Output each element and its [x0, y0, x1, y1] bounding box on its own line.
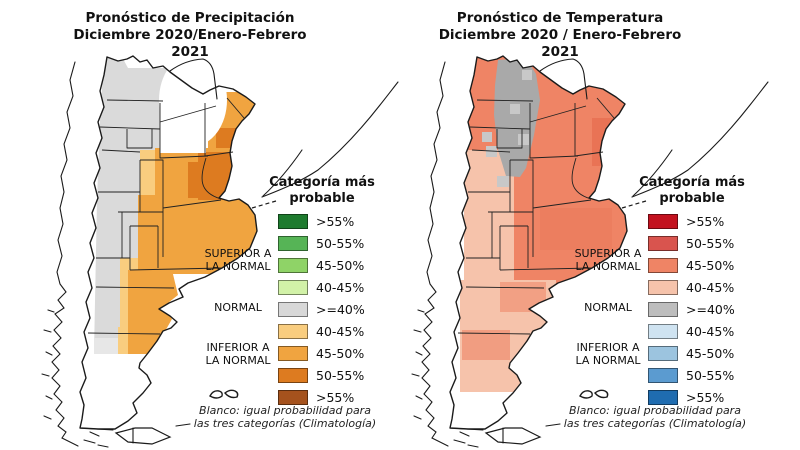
- legend-label: 45-50%: [686, 345, 735, 361]
- zone-below-50-55: [216, 128, 240, 148]
- legend-label: >55%: [686, 213, 725, 229]
- legend-swatch: [648, 323, 678, 339]
- temperature-title: Pronóstico de Temperatura Diciembre 2020…: [438, 10, 682, 60]
- legend-label: >=40%: [316, 301, 365, 317]
- legend-swatch: [278, 279, 308, 295]
- category-label-below: INFERIOR A LA NORMAL: [575, 341, 641, 367]
- zone-below-45-50-coast: [128, 270, 178, 354]
- legend-entry: 40-45%: [648, 276, 778, 298]
- legend-swatch: [648, 257, 678, 273]
- temperature-legend-header: Categoría más probable: [639, 175, 745, 206]
- legend-entry: 40-45%: [278, 320, 408, 342]
- legend-label: >55%: [316, 389, 355, 405]
- legend-entry: 50-55%: [648, 364, 778, 386]
- legend-swatch: [278, 345, 308, 361]
- legend-swatch: [648, 301, 678, 317]
- legend-label: >55%: [316, 213, 355, 229]
- legend-swatch: [278, 213, 308, 229]
- category-label-above: SUPERIOR A LA NORMAL: [204, 247, 272, 273]
- legend-swatch: [278, 301, 308, 317]
- legend-swatch: [278, 235, 308, 251]
- zone-normal-northwest: [494, 58, 540, 177]
- legend-label: 40-45%: [316, 279, 365, 295]
- legend-label: 50-55%: [686, 367, 735, 383]
- legend-label: 40-45%: [686, 279, 735, 295]
- legend-label: 50-55%: [316, 367, 365, 383]
- legend-entry: 45-50%: [278, 342, 408, 364]
- legend-label: 45-50%: [686, 257, 735, 273]
- legend-entry: 50-55%: [278, 364, 408, 386]
- legend-label: 50-55%: [686, 235, 735, 251]
- legend-label: 50-55%: [316, 235, 365, 251]
- legend-swatch: [648, 367, 678, 383]
- legend-entry: >55%: [278, 386, 408, 408]
- legend-swatch: [648, 345, 678, 361]
- zone-normal-west: [94, 57, 168, 352]
- legend-entry: >=40%: [278, 298, 408, 320]
- zone-gray-cell: [510, 104, 520, 114]
- legend-swatch: [278, 389, 308, 405]
- legend-entry: >55%: [648, 210, 778, 232]
- category-label-normal: NORMAL: [584, 301, 632, 314]
- legend-label: >=40%: [686, 301, 735, 317]
- legend-entry: 45-50%: [278, 254, 408, 276]
- zone-above-45-50-dark: [592, 118, 627, 166]
- legend-swatch: [648, 389, 678, 405]
- temperature-footnote: Blanco: igual probabilidad para las tres…: [563, 404, 747, 430]
- legend-entry: 45-50%: [648, 342, 778, 364]
- category-label-below: INFERIOR A LA NORMAL: [205, 341, 271, 367]
- precipitation-title: Pronóstico de Precipitación Diciembre 20…: [73, 10, 307, 60]
- precipitation-map: [41, 55, 399, 448]
- zone-above-45-50-cell: [500, 282, 546, 312]
- legend-entry: 40-45%: [278, 276, 408, 298]
- precipitation-legend-header: Categoría más probable: [269, 175, 375, 206]
- zone-below-45-50: [138, 195, 170, 271]
- precipitation-footnote: Blanco: igual probabilidad para las tres…: [193, 404, 377, 430]
- legend-entry: 45-50%: [648, 254, 778, 276]
- legend-label: >55%: [686, 389, 725, 405]
- precipitation-legend: >55% 50-55% 45-50% 40-45% >=40% 40-45% 4…: [278, 210, 408, 408]
- legend-swatch: [648, 235, 678, 251]
- zone-gray-cell: [518, 134, 529, 145]
- legend-entry: >55%: [278, 210, 408, 232]
- legend-label: 40-45%: [686, 323, 735, 339]
- legend-swatch: [278, 257, 308, 273]
- zone-above-45-50-dark: [540, 208, 612, 250]
- temperature-legend: >55% 50-55% 45-50% 40-45% >=40% 40-45% 4…: [648, 210, 778, 408]
- legend-entry: >=40%: [648, 298, 778, 320]
- legend-label: 40-45%: [316, 323, 365, 339]
- legend-label: 45-50%: [316, 257, 365, 273]
- legend-swatch: [278, 367, 308, 383]
- legend-entry: >55%: [648, 386, 778, 408]
- zone-gray-cell: [497, 176, 509, 187]
- legend-label: 45-50%: [316, 345, 365, 361]
- legend-swatch: [278, 323, 308, 339]
- legend-entry: 50-55%: [648, 232, 778, 254]
- zone-above-45-50-cell: [462, 330, 510, 360]
- legend-entry: 40-45%: [648, 320, 778, 342]
- zone-gray-cell: [482, 132, 492, 142]
- zone-gray-cell: [522, 70, 532, 80]
- zone-gray-cell: [486, 146, 497, 157]
- legend-entry: 50-55%: [278, 232, 408, 254]
- category-label-above: SUPERIOR A LA NORMAL: [574, 247, 642, 273]
- category-label-normal: NORMAL: [214, 301, 262, 314]
- legend-swatch: [648, 279, 678, 295]
- legend-swatch: [648, 213, 678, 229]
